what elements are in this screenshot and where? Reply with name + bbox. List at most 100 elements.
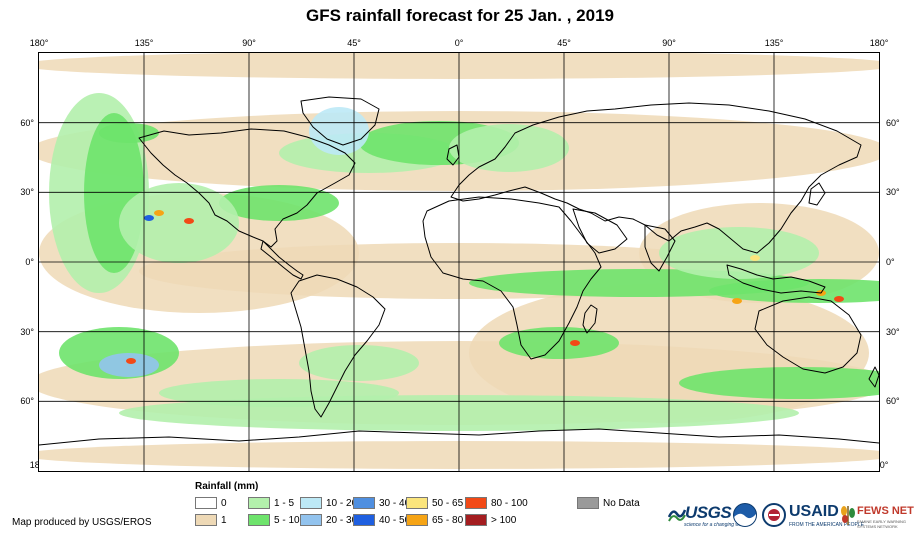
rainfall-hotspot — [732, 298, 742, 304]
usaid-seal-icon — [762, 503, 786, 527]
latitude-tick-label: 60° — [886, 117, 900, 128]
legend-label: 1 — [221, 514, 227, 526]
noaa-icon — [733, 503, 757, 527]
latitude-tick-label: 30° — [886, 326, 900, 337]
legend-label: 40 - 50 — [379, 514, 411, 526]
rainfall-band — [99, 353, 159, 377]
rainfall-band — [499, 327, 619, 359]
legend-swatch — [465, 497, 487, 509]
rainfall-map — [38, 52, 880, 472]
indonesia-outline — [726, 264, 826, 294]
legend-swatch — [195, 514, 217, 526]
latitude-tick-label: 30° — [20, 326, 34, 337]
legend-label: 0 — [221, 497, 227, 509]
legend-swatch — [577, 497, 599, 509]
uk-outline — [446, 144, 460, 166]
legend-title: Rainfall (mm) — [195, 481, 259, 492]
madagascar-outline — [582, 304, 598, 334]
latitude-tick-label: 0° — [886, 257, 895, 267]
legend-item: 50 - 65 — [406, 497, 463, 509]
legend-item: No Data — [577, 497, 640, 509]
india-outline — [644, 224, 676, 272]
fews-net-logo: FEWS NET — [857, 505, 914, 517]
rainfall-hotspot — [126, 358, 136, 364]
longitude-tick-label: 90° — [242, 38, 256, 48]
legend-label: > 100 — [491, 514, 517, 526]
longitude-tick-label: 45° — [557, 38, 571, 48]
longitude-tick-label: 0° — [454, 38, 464, 48]
legend-swatch — [195, 497, 217, 509]
japan-outline — [808, 182, 826, 206]
fews-net-tagline: FAMINE EARLY WARNING SYSTEMS NETWORK — [857, 519, 907, 529]
longitude-tick-label: 135° — [764, 38, 784, 48]
south-america-outline — [290, 274, 386, 418]
latitude-tick-label: 30° — [886, 187, 900, 198]
legend-label: No Data — [603, 497, 640, 509]
legend-item: 20 - 30 — [300, 514, 357, 526]
australia-outline — [754, 296, 862, 374]
longitude-tick-label: 135° — [134, 38, 154, 48]
legend-label: 5 - 10 — [274, 514, 300, 526]
legend-swatch — [353, 497, 375, 509]
graticule — [39, 53, 879, 471]
rainfall-hotspot — [750, 255, 760, 261]
legend-item: 30 - 40 — [353, 497, 410, 509]
latitude-tick-label: 60° — [886, 396, 900, 407]
rainfall-band — [679, 367, 879, 399]
usgs-icon — [668, 509, 686, 522]
legend-label: 65 - 80 — [432, 514, 464, 526]
legend-swatch — [300, 497, 322, 509]
map-title: GFS rainfall forecast for 25 Jan. , 2019 — [305, 6, 615, 25]
legend-label: 30 - 40 — [379, 497, 411, 509]
rainfall-map-canvas — [39, 53, 879, 471]
legend-label: 80 - 100 — [491, 497, 528, 509]
rainfall-band — [299, 345, 419, 381]
usaid-tagline: FROM THE AMERICAN PEOPLE — [789, 522, 864, 528]
longitude-tick-label: 45° — [347, 38, 361, 48]
rainfall-hotspot — [144, 215, 154, 221]
longitude-tick-label: 90° — [662, 38, 676, 48]
legend-label: 10 - 20 — [326, 497, 358, 509]
legend-item: 1 - 5 — [248, 497, 294, 509]
legend-swatch — [353, 514, 375, 526]
latitude-tick-label: 30° — [20, 187, 34, 198]
legend-item: 10 - 20 — [300, 497, 357, 509]
new-zealand-outline — [868, 366, 879, 388]
legend-item: 0 — [195, 497, 227, 509]
legend-item: 65 - 80 — [406, 514, 463, 526]
arabia-outline — [572, 208, 628, 254]
usgs-logo: USGS — [685, 503, 732, 522]
latitude-tick-label: 60° — [20, 396, 34, 407]
central-america-outline — [260, 240, 304, 280]
legend-item: 1 — [195, 514, 227, 526]
fews-net-icon — [841, 506, 855, 525]
rainfall-band — [449, 124, 569, 172]
legend-item: > 100 — [465, 514, 516, 526]
longitude-tick-label: 180° — [29, 38, 49, 48]
legend-label: 20 - 30 — [326, 514, 358, 526]
legend-item: 40 - 50 — [353, 514, 410, 526]
legend-label: 1 - 5 — [274, 497, 295, 509]
legend-item: 80 - 100 — [465, 497, 528, 509]
rainfall-hotspot — [154, 210, 164, 216]
legend-swatch — [406, 497, 428, 509]
legend-swatch — [300, 514, 322, 526]
legend-swatch — [248, 497, 270, 509]
latitude-tick-label: 0° — [25, 257, 34, 267]
legend-swatch — [465, 514, 487, 526]
north-america-outline — [138, 128, 356, 248]
usgs-tagline: science for a changing world — [684, 522, 748, 528]
rainfall-hotspot — [184, 218, 194, 224]
usaid-logo: USAID — [789, 503, 839, 520]
rainfall-hotspot — [570, 340, 580, 346]
legend-swatch — [248, 514, 270, 526]
rainfall-band — [99, 123, 159, 143]
longitude-tick-label: 180° — [869, 38, 889, 48]
antarctica-outline — [39, 428, 879, 446]
legend-item: 5 - 10 — [248, 514, 300, 526]
rainfall-band — [659, 227, 819, 279]
producer-credit: Map produced by USGS/EROS — [12, 517, 152, 528]
latitude-tick-label: 60° — [20, 117, 34, 128]
rainfall-band — [119, 183, 239, 263]
legend-label: 50 - 65 — [432, 497, 464, 509]
